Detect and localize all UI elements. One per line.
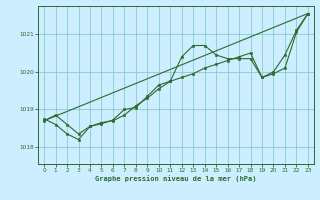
X-axis label: Graphe pression niveau de la mer (hPa): Graphe pression niveau de la mer (hPa) [95, 175, 257, 182]
